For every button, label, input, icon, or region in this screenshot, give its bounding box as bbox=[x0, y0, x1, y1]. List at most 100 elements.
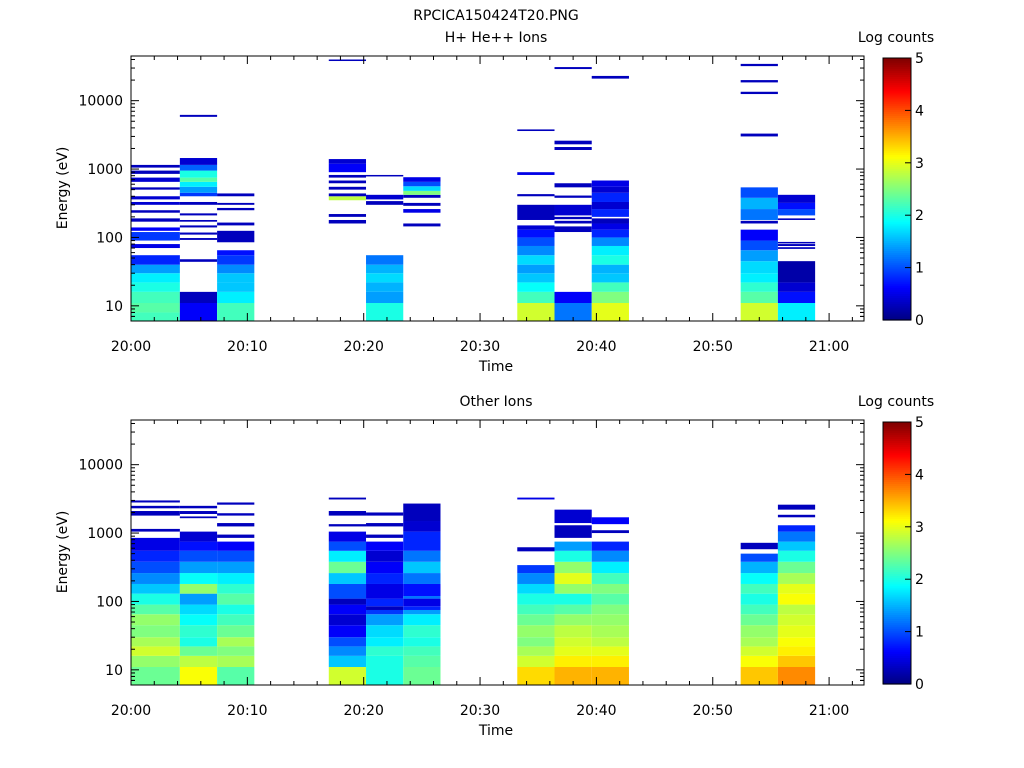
colorbar-swatch bbox=[883, 585, 911, 589]
colorbar-swatch bbox=[883, 563, 911, 566]
heatmap-cell bbox=[777, 655, 816, 667]
heatmap-cell bbox=[740, 220, 778, 224]
colorbar-swatch bbox=[883, 520, 911, 523]
heatmap-cell bbox=[554, 667, 592, 685]
colorbar-swatch bbox=[883, 289, 911, 292]
heatmap-cell bbox=[179, 531, 218, 542]
heatmap-cell bbox=[740, 655, 778, 667]
heatmap-cell bbox=[179, 303, 218, 321]
heatmap-cells bbox=[131, 59, 816, 321]
heatmap-cell bbox=[740, 667, 778, 685]
colorbar-swatch bbox=[883, 184, 911, 188]
colorbar-swatch bbox=[883, 512, 911, 515]
heatmap-cell bbox=[328, 524, 367, 527]
heatmap-cell bbox=[740, 63, 778, 67]
heatmap-cell bbox=[554, 303, 592, 321]
x-tick-label: 20:50 bbox=[693, 703, 733, 719]
colorbar-swatch bbox=[883, 166, 911, 170]
heatmap-cell bbox=[217, 550, 255, 562]
colorbar-swatch bbox=[883, 546, 911, 550]
heatmap-cell bbox=[777, 261, 816, 283]
heatmap-cell bbox=[740, 291, 778, 303]
colorbar-swatch bbox=[883, 653, 911, 656]
heatmap-cell bbox=[403, 614, 441, 626]
colorbar-swatch bbox=[883, 422, 911, 425]
heatmap-cell bbox=[217, 282, 255, 292]
colorbar-swatch bbox=[883, 665, 911, 669]
colorbar-swatch bbox=[883, 111, 911, 114]
heatmap-cell bbox=[777, 637, 816, 647]
heatmap-cell bbox=[777, 218, 816, 220]
colorbar-swatch bbox=[883, 589, 911, 593]
heatmap-cell bbox=[740, 646, 778, 656]
heatmap-cell bbox=[554, 291, 592, 303]
heatmap-cell bbox=[403, 190, 441, 195]
heatmap-cell bbox=[366, 194, 404, 200]
heatmap-cell bbox=[366, 646, 404, 656]
heatmap-cell bbox=[591, 273, 629, 283]
heatmap-cell bbox=[403, 561, 441, 574]
colorbar-swatch bbox=[883, 305, 911, 309]
colorbar-tick-label: 0 bbox=[915, 313, 924, 329]
colorbar-swatch bbox=[883, 113, 911, 116]
heatmap-cell bbox=[179, 213, 218, 216]
heatmap-cell bbox=[131, 646, 180, 656]
heatmap-cell bbox=[777, 667, 816, 685]
heatmap-cell bbox=[403, 209, 441, 213]
colorbar-swatch bbox=[883, 317, 911, 321]
colorbar-swatch bbox=[883, 595, 911, 599]
heatmap-cell bbox=[591, 573, 629, 584]
colorbar-swatch bbox=[883, 622, 911, 626]
colorbar-swatch bbox=[883, 600, 911, 603]
heatmap-cell bbox=[591, 201, 629, 210]
heatmap-cell bbox=[179, 259, 218, 262]
colorbar-swatch bbox=[883, 199, 911, 202]
colorbar-swatch bbox=[883, 604, 911, 607]
colorbar-swatch bbox=[883, 559, 911, 562]
colorbar-swatch bbox=[883, 174, 911, 178]
heatmap-cell bbox=[403, 596, 441, 599]
heatmap-cell bbox=[740, 573, 778, 584]
colorbar-swatch bbox=[883, 587, 911, 591]
colorbar-swatch bbox=[883, 311, 911, 315]
colorbar-tick-label: 5 bbox=[915, 415, 924, 431]
colorbar-swatch bbox=[883, 248, 911, 252]
heatmap-cell bbox=[328, 646, 367, 656]
colorbar-swatch bbox=[883, 264, 911, 268]
heatmap-cell bbox=[328, 511, 367, 516]
heatmap-cell bbox=[131, 282, 180, 292]
heatmap-cell bbox=[328, 531, 367, 542]
colorbar-swatch bbox=[883, 577, 911, 581]
colorbar-swatch bbox=[883, 569, 911, 573]
heatmap-cell bbox=[328, 667, 367, 685]
colorbar-swatch bbox=[883, 295, 911, 299]
heatmap-cell bbox=[131, 164, 180, 168]
heatmap-cell bbox=[217, 513, 255, 516]
colorbar-swatch bbox=[883, 160, 911, 163]
heatmap-cell bbox=[554, 655, 592, 667]
colorbar: 0 1 2 3 4 5 bbox=[882, 51, 924, 329]
heatmap-cell bbox=[554, 220, 592, 224]
colorbar-swatch bbox=[883, 557, 911, 560]
heatmap-cell bbox=[328, 637, 367, 647]
heatmap-cell bbox=[217, 541, 255, 551]
heatmap-cell bbox=[777, 209, 816, 216]
y-tick-label: 10 bbox=[105, 663, 123, 679]
colorbar-swatch bbox=[883, 221, 911, 225]
colorbar-swatch bbox=[883, 618, 911, 622]
colorbar-swatch bbox=[883, 573, 911, 577]
y-tick-label: 100 bbox=[96, 230, 123, 246]
colorbar-swatch bbox=[883, 191, 911, 194]
colorbar-swatch bbox=[883, 64, 911, 67]
colorbar-swatch bbox=[883, 497, 911, 501]
colorbar-swatch bbox=[883, 610, 911, 613]
heatmap-cell bbox=[591, 303, 629, 321]
heatmap-cell bbox=[179, 114, 218, 117]
colorbar-swatch bbox=[883, 522, 911, 525]
colorbar-swatch bbox=[883, 105, 911, 108]
heatmap-cell bbox=[217, 637, 255, 647]
heatmap-cell bbox=[554, 216, 592, 220]
heatmap-cell bbox=[740, 553, 778, 562]
heatmap-cell bbox=[179, 225, 218, 228]
colorbar-swatch bbox=[883, 189, 911, 192]
